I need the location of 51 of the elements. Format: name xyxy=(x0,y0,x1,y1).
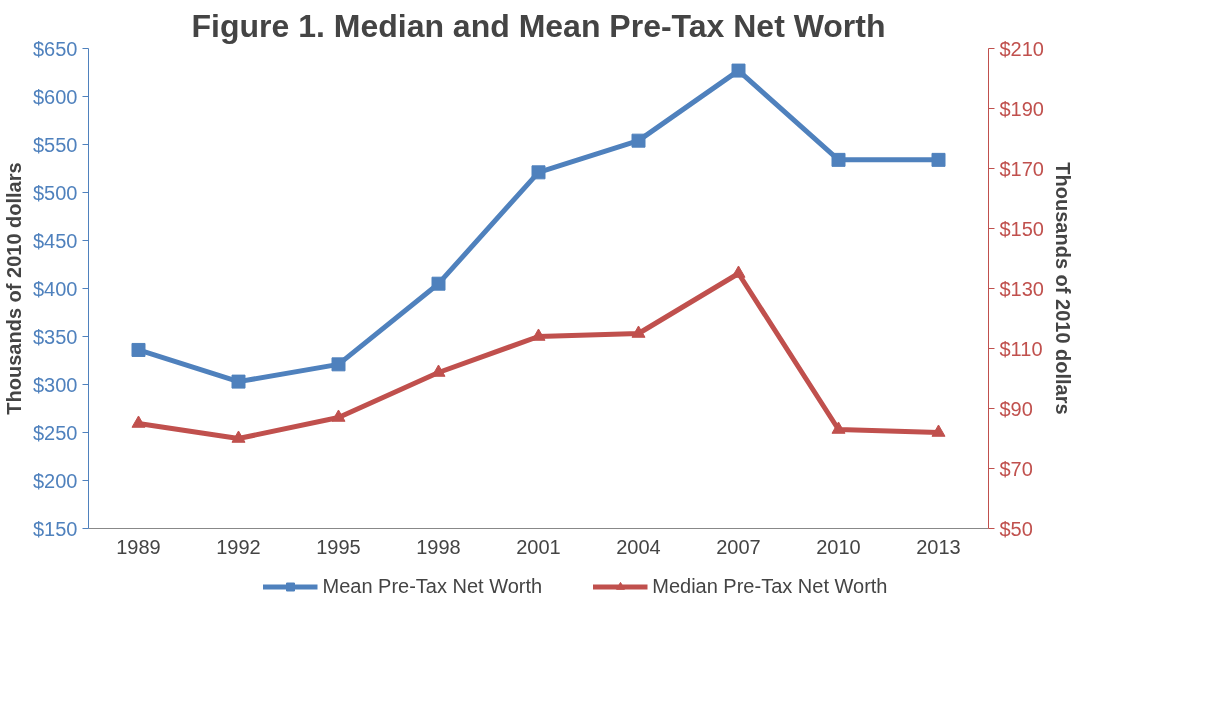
legend-label: Median Pre-Tax Net Worth xyxy=(652,574,888,598)
y-tick-label: $250 xyxy=(33,421,78,444)
y2-tick-label: $210 xyxy=(999,37,1044,60)
y2-tick-label: $150 xyxy=(999,217,1044,240)
point xyxy=(931,152,946,167)
y2-tick-label: $190 xyxy=(999,97,1044,120)
y-tick-label: $150 xyxy=(33,517,78,540)
point xyxy=(331,409,346,422)
point xyxy=(231,374,246,389)
x-tick-label: 2013 xyxy=(916,535,961,558)
point xyxy=(131,342,146,357)
y-tick-label: $450 xyxy=(33,229,78,252)
x-tick-label: 2010 xyxy=(816,535,861,558)
y-tick-label: $300 xyxy=(33,373,78,396)
point xyxy=(631,325,646,338)
y-tick-label: $500 xyxy=(33,181,78,204)
x-tick-label: 1992 xyxy=(216,535,261,558)
y2-tick-label: $70 xyxy=(999,457,1033,480)
x-tick-label: 2001 xyxy=(516,535,561,558)
point xyxy=(931,424,946,437)
y-axis-title: Thousands of 2010 dollars xyxy=(3,162,26,415)
x-tick-label: 1998 xyxy=(416,535,461,558)
y-tick-label: $350 xyxy=(33,325,78,348)
point xyxy=(531,328,546,341)
point xyxy=(731,63,746,78)
legend-label: Mean Pre-Tax Net Worth xyxy=(322,574,543,598)
y-tick-label: $550 xyxy=(33,133,78,156)
y2-tick-label: $110 xyxy=(999,337,1043,360)
y-tick-label: $650 xyxy=(33,37,78,60)
point xyxy=(531,165,546,180)
point xyxy=(331,357,346,372)
y2-tick-label: $170 xyxy=(999,157,1044,180)
y2-tick-label: $50 xyxy=(999,517,1033,540)
point xyxy=(231,430,246,443)
y-tick-label: $200 xyxy=(33,469,78,492)
y2-tick-label: $90 xyxy=(999,397,1033,420)
x-tick-label: 2004 xyxy=(616,535,661,558)
y2-tick-label: $130 xyxy=(999,277,1044,300)
y-tick-label: $600 xyxy=(33,85,78,108)
point xyxy=(631,133,646,148)
chart-title: Figure 1. Median and Mean Pre-Tax Net Worth xyxy=(191,7,886,44)
point xyxy=(431,276,446,291)
point xyxy=(831,152,846,167)
point xyxy=(731,265,746,278)
x-tick-label: 2007 xyxy=(716,535,761,558)
x-tick-label: 1995 xyxy=(316,535,361,558)
y2-axis-title: Thousands of 2010 dollars xyxy=(1051,162,1074,415)
point xyxy=(131,415,146,428)
y-tick-label: $400 xyxy=(33,277,78,300)
x-tick-label: 1989 xyxy=(116,535,161,558)
point xyxy=(831,421,846,434)
